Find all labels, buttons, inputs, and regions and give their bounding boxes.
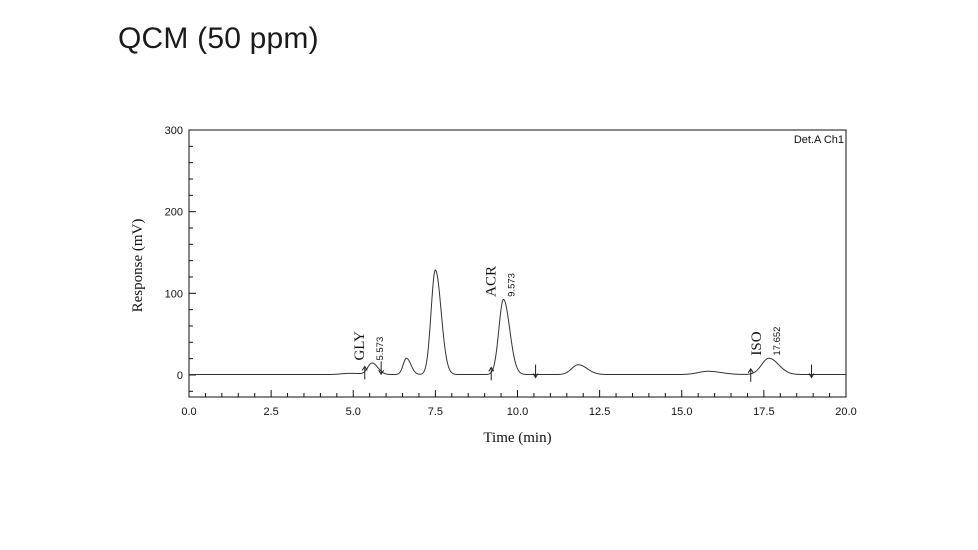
x-tick-label: 0.0: [181, 406, 196, 418]
peak-annotations: GLY 5.573 ACR 9.573 ISO 17.652: [352, 266, 783, 361]
x-tick-label: 12.5: [589, 406, 610, 418]
integration-marks: [361, 361, 815, 382]
slide-title: QCM (50 ppm): [118, 22, 319, 55]
x-tick-label: 10.0: [507, 406, 528, 418]
plot-frame: [188, 129, 847, 398]
integration-end-arrowhead: [532, 373, 539, 379]
axis-ticks: [188, 129, 847, 397]
x-axis-label: Time (min): [483, 430, 551, 446]
integration-end-arrowhead: [808, 373, 815, 379]
retention-time-label: 9.573: [506, 273, 517, 297]
integration-start-arrowhead: [488, 366, 495, 372]
x-tick-label: 17.5: [753, 406, 774, 418]
integration-start-arrowhead: [361, 365, 368, 371]
y-tick-label: 300: [165, 125, 183, 137]
integration-end-arrowhead: [378, 369, 385, 376]
chromatogram-trace: [189, 269, 846, 376]
y-tick-label: 200: [165, 207, 183, 219]
y-tick-label: 100: [165, 288, 183, 300]
y-axis-label: Response (mV): [130, 219, 146, 313]
detector-label: Det.A Ch1: [794, 134, 844, 146]
x-tick-label: 2.5: [263, 406, 278, 418]
y-tick-label: 0: [177, 370, 183, 382]
peak-name-label: GLY: [352, 331, 368, 360]
peak-name-label: ISO: [749, 331, 765, 355]
retention-time-label: 17.652: [772, 327, 783, 356]
retention-time-label: 5.573: [375, 337, 386, 361]
x-tick-label: 5.0: [346, 406, 361, 418]
tick-labels: 0.0 2.5 5.0 7.5 10.0 12.5 15.0 17.5 20.0 0 100 200 3…: [165, 125, 857, 418]
x-tick-label: 20.0: [835, 406, 856, 418]
peak-name-label: ACR: [483, 266, 499, 297]
x-tick-label: 7.5: [428, 406, 443, 418]
integration-start-arrowhead: [747, 367, 754, 374]
x-tick-label: 15.0: [671, 406, 692, 418]
